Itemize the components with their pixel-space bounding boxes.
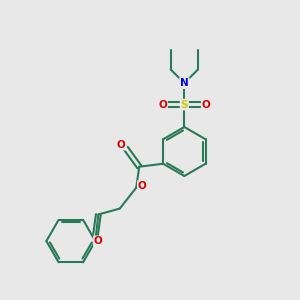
- Text: O: O: [138, 181, 147, 191]
- Text: S: S: [181, 100, 188, 110]
- Text: O: O: [117, 140, 125, 150]
- Text: O: O: [158, 100, 167, 110]
- Text: N: N: [180, 78, 189, 88]
- Text: O: O: [202, 100, 211, 110]
- Text: O: O: [94, 236, 103, 246]
